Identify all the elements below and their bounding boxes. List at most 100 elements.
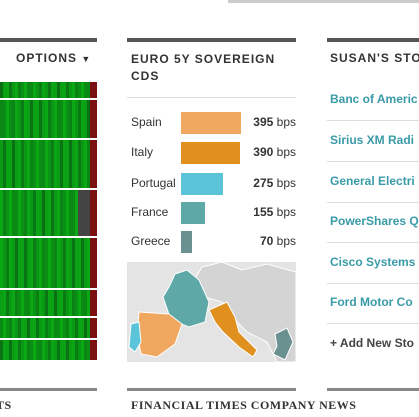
heat-cell	[84, 100, 87, 138]
country-label: Spain	[131, 115, 162, 129]
heat-cell	[15, 140, 18, 188]
unit-label: bps	[276, 234, 296, 248]
heat-cell	[39, 190, 42, 236]
heat-cell	[96, 140, 97, 188]
stock-link[interactable]: General Electri	[330, 174, 415, 188]
widget-title: EURO 5Y SOVEREIGN CDS	[131, 52, 276, 83]
heat-cell	[0, 100, 3, 138]
heat-cell	[87, 190, 90, 236]
heat-cell	[51, 340, 54, 360]
watchlist-title: SUSAN'S STO	[330, 51, 419, 65]
heat-cell	[21, 140, 24, 188]
heat-cell	[48, 140, 51, 188]
heat-cell	[75, 290, 78, 316]
cds-value: 275 bps	[253, 176, 296, 190]
heat-cell	[60, 238, 63, 288]
heat-cell	[33, 238, 36, 288]
cds-value: 70 bps	[260, 234, 296, 248]
heat-cell	[39, 340, 42, 360]
heat-cell	[24, 238, 27, 288]
heat-cell	[27, 100, 30, 138]
heat-cell	[39, 318, 42, 338]
heat-cell	[78, 82, 81, 98]
heat-cell	[81, 318, 84, 338]
panel-bar	[327, 38, 419, 42]
country-label: France	[131, 205, 169, 219]
cds-value: 155 bps	[253, 205, 296, 219]
heat-cell	[21, 82, 24, 98]
heat-cell	[30, 190, 33, 236]
heat-cell	[48, 318, 51, 338]
heat-cell	[36, 290, 39, 316]
heat-cell	[3, 82, 6, 98]
stock-link[interactable]: Ford Motor Co	[330, 295, 413, 309]
heat-cell	[45, 238, 48, 288]
heat-cell	[9, 100, 12, 138]
heat-cell	[57, 318, 60, 338]
heat-cell	[27, 318, 30, 338]
heat-cell	[27, 290, 30, 316]
heat-cell	[78, 290, 81, 316]
heat-cell	[51, 290, 54, 316]
heat-cell	[6, 82, 9, 98]
heat-cell	[78, 190, 81, 236]
heat-cell	[57, 190, 60, 236]
separator	[327, 283, 419, 284]
heat-cell	[93, 190, 96, 236]
heat-cell	[57, 238, 60, 288]
heat-cell	[93, 290, 96, 316]
heat-cell	[93, 100, 96, 138]
bottom-rule	[127, 388, 296, 391]
separator	[327, 120, 419, 121]
stock-link[interactable]: + Add New Sto	[330, 336, 414, 350]
stock-link[interactable]: Cisco Systems	[330, 255, 416, 269]
heat-cell	[81, 290, 84, 316]
heat-cell	[75, 318, 78, 338]
heat-cell	[24, 190, 27, 236]
heat-cell	[81, 190, 84, 236]
heat-cell	[48, 290, 51, 316]
heat-cell	[87, 140, 90, 188]
heat-cell	[69, 340, 72, 360]
stock-link[interactable]: PowerShares Q	[330, 214, 419, 228]
options-label: OPTIONS	[16, 51, 78, 65]
heat-cell	[90, 82, 93, 98]
heat-cell	[27, 340, 30, 360]
heat-cell	[15, 340, 18, 360]
options-menu[interactable]: OPTIONS ▼	[16, 51, 92, 65]
heat-cell	[84, 82, 87, 98]
heat-cell	[78, 340, 81, 360]
heat-cell	[96, 100, 97, 138]
heat-cell	[36, 190, 39, 236]
heat-cell	[93, 82, 96, 98]
heat-cell	[36, 100, 39, 138]
heat-cell	[57, 340, 60, 360]
heat-cell	[72, 238, 75, 288]
heat-cell	[45, 100, 48, 138]
heat-cell	[72, 100, 75, 138]
heat-cell	[69, 82, 72, 98]
heat-cell	[39, 140, 42, 188]
heat-cell	[57, 82, 60, 98]
stock-link[interactable]: Banc of Americ	[330, 92, 418, 106]
heat-cell	[9, 190, 12, 236]
stock-link[interactable]: Sirius XM Radi	[330, 133, 415, 147]
heat-cell	[84, 190, 87, 236]
heat-cell	[12, 140, 15, 188]
heat-cell	[30, 318, 33, 338]
heat-cell	[96, 340, 97, 360]
heat-cell	[24, 140, 27, 188]
value-label: 155	[253, 205, 274, 219]
top-text: London	[170, 0, 203, 3]
heat-cell	[60, 140, 63, 188]
heat-cell	[15, 318, 18, 338]
heat-cell	[9, 318, 12, 338]
heat-cell	[54, 100, 57, 138]
value-label: 395	[253, 115, 274, 129]
heat-cell	[18, 340, 21, 360]
heat-cell	[42, 238, 45, 288]
cds-value: 390 bps	[253, 145, 296, 159]
heat-cell	[42, 290, 45, 316]
heat-cell	[45, 340, 48, 360]
value-label: 70	[259, 234, 274, 248]
